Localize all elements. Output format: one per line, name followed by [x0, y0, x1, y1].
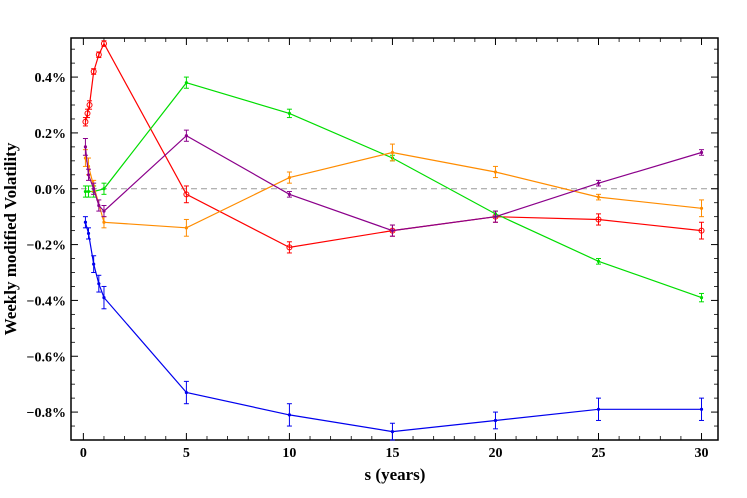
data-point	[86, 102, 93, 108]
series-group	[82, 143, 705, 237]
data-point	[493, 215, 498, 219]
series-line	[85, 82, 702, 299]
data-point	[102, 209, 106, 213]
data-point	[86, 189, 91, 194]
x-axis-ticks: 0 5 10 15 20 25 30	[80, 38, 709, 461]
series-line	[84, 42, 702, 249]
series-group	[82, 76, 705, 303]
data-point	[699, 407, 704, 411]
data-point	[287, 192, 292, 196]
data-point	[698, 227, 705, 234]
data-point	[596, 259, 601, 263]
data-point	[699, 150, 704, 155]
data-point	[92, 262, 96, 266]
data-point	[100, 40, 107, 47]
y-tick-label: 0.4%	[35, 71, 67, 86]
data-point	[595, 216, 602, 223]
data-point	[184, 390, 188, 395]
series-layer	[82, 40, 705, 441]
data-point	[184, 226, 188, 230]
x-tick-label: 10	[282, 446, 296, 461]
y-tick-label: −0.8%	[27, 406, 66, 421]
data-point	[86, 231, 91, 236]
data-point	[390, 430, 395, 434]
data-point	[596, 407, 601, 411]
data-point	[184, 81, 188, 85]
x-tick-label: 20	[488, 446, 502, 461]
series-group	[82, 40, 705, 254]
y-tick-label: −0.2%	[27, 239, 66, 254]
data-point	[493, 418, 498, 423]
x-tick-label: 30	[695, 446, 709, 461]
x-tick-label: 0	[80, 446, 87, 461]
y-axis-label: Weekly modified Volatility	[1, 142, 20, 335]
data-point	[102, 296, 106, 300]
data-point	[83, 220, 88, 224]
data-point	[287, 111, 292, 115]
y-tick-label: −0.4%	[27, 294, 66, 309]
data-point	[390, 150, 395, 155]
y-tick-label: 0.0%	[35, 183, 67, 198]
data-point	[493, 170, 498, 174]
data-point	[286, 244, 293, 251]
y-axis-ticks: 0.4% 0.2% 0.0% −0.2% −0.4% −0.6% −0.8%	[27, 48, 718, 427]
series-group	[82, 216, 705, 441]
data-point	[86, 173, 91, 177]
data-point	[97, 203, 101, 208]
data-point	[83, 145, 88, 149]
data-point	[82, 118, 89, 125]
data-point	[92, 187, 96, 191]
data-point	[84, 110, 91, 117]
plot-frame	[70, 37, 719, 441]
x-tick-label: 5	[183, 446, 190, 461]
data-point	[699, 206, 704, 210]
data-point	[287, 175, 292, 180]
data-point	[95, 51, 102, 58]
data-point	[102, 220, 106, 224]
data-point	[97, 282, 101, 286]
series-group	[82, 129, 705, 237]
x-tick-label: 25	[591, 446, 605, 461]
series-line	[84, 151, 702, 229]
series-line	[84, 134, 702, 232]
data-point	[184, 134, 188, 138]
y-tick-label: −0.6%	[27, 350, 66, 365]
series-line	[84, 222, 702, 433]
y-tick-label: 0.2%	[35, 127, 67, 142]
data-point	[390, 229, 395, 233]
data-point	[287, 413, 292, 417]
data-point	[699, 296, 704, 300]
x-tick-label: 15	[385, 446, 399, 461]
data-point	[102, 187, 106, 191]
data-point	[183, 191, 190, 198]
data-point	[596, 181, 601, 185]
data-point	[83, 189, 88, 194]
x-axis-label: s (years)	[365, 465, 426, 484]
data-point	[90, 68, 97, 75]
data-point	[596, 195, 601, 199]
